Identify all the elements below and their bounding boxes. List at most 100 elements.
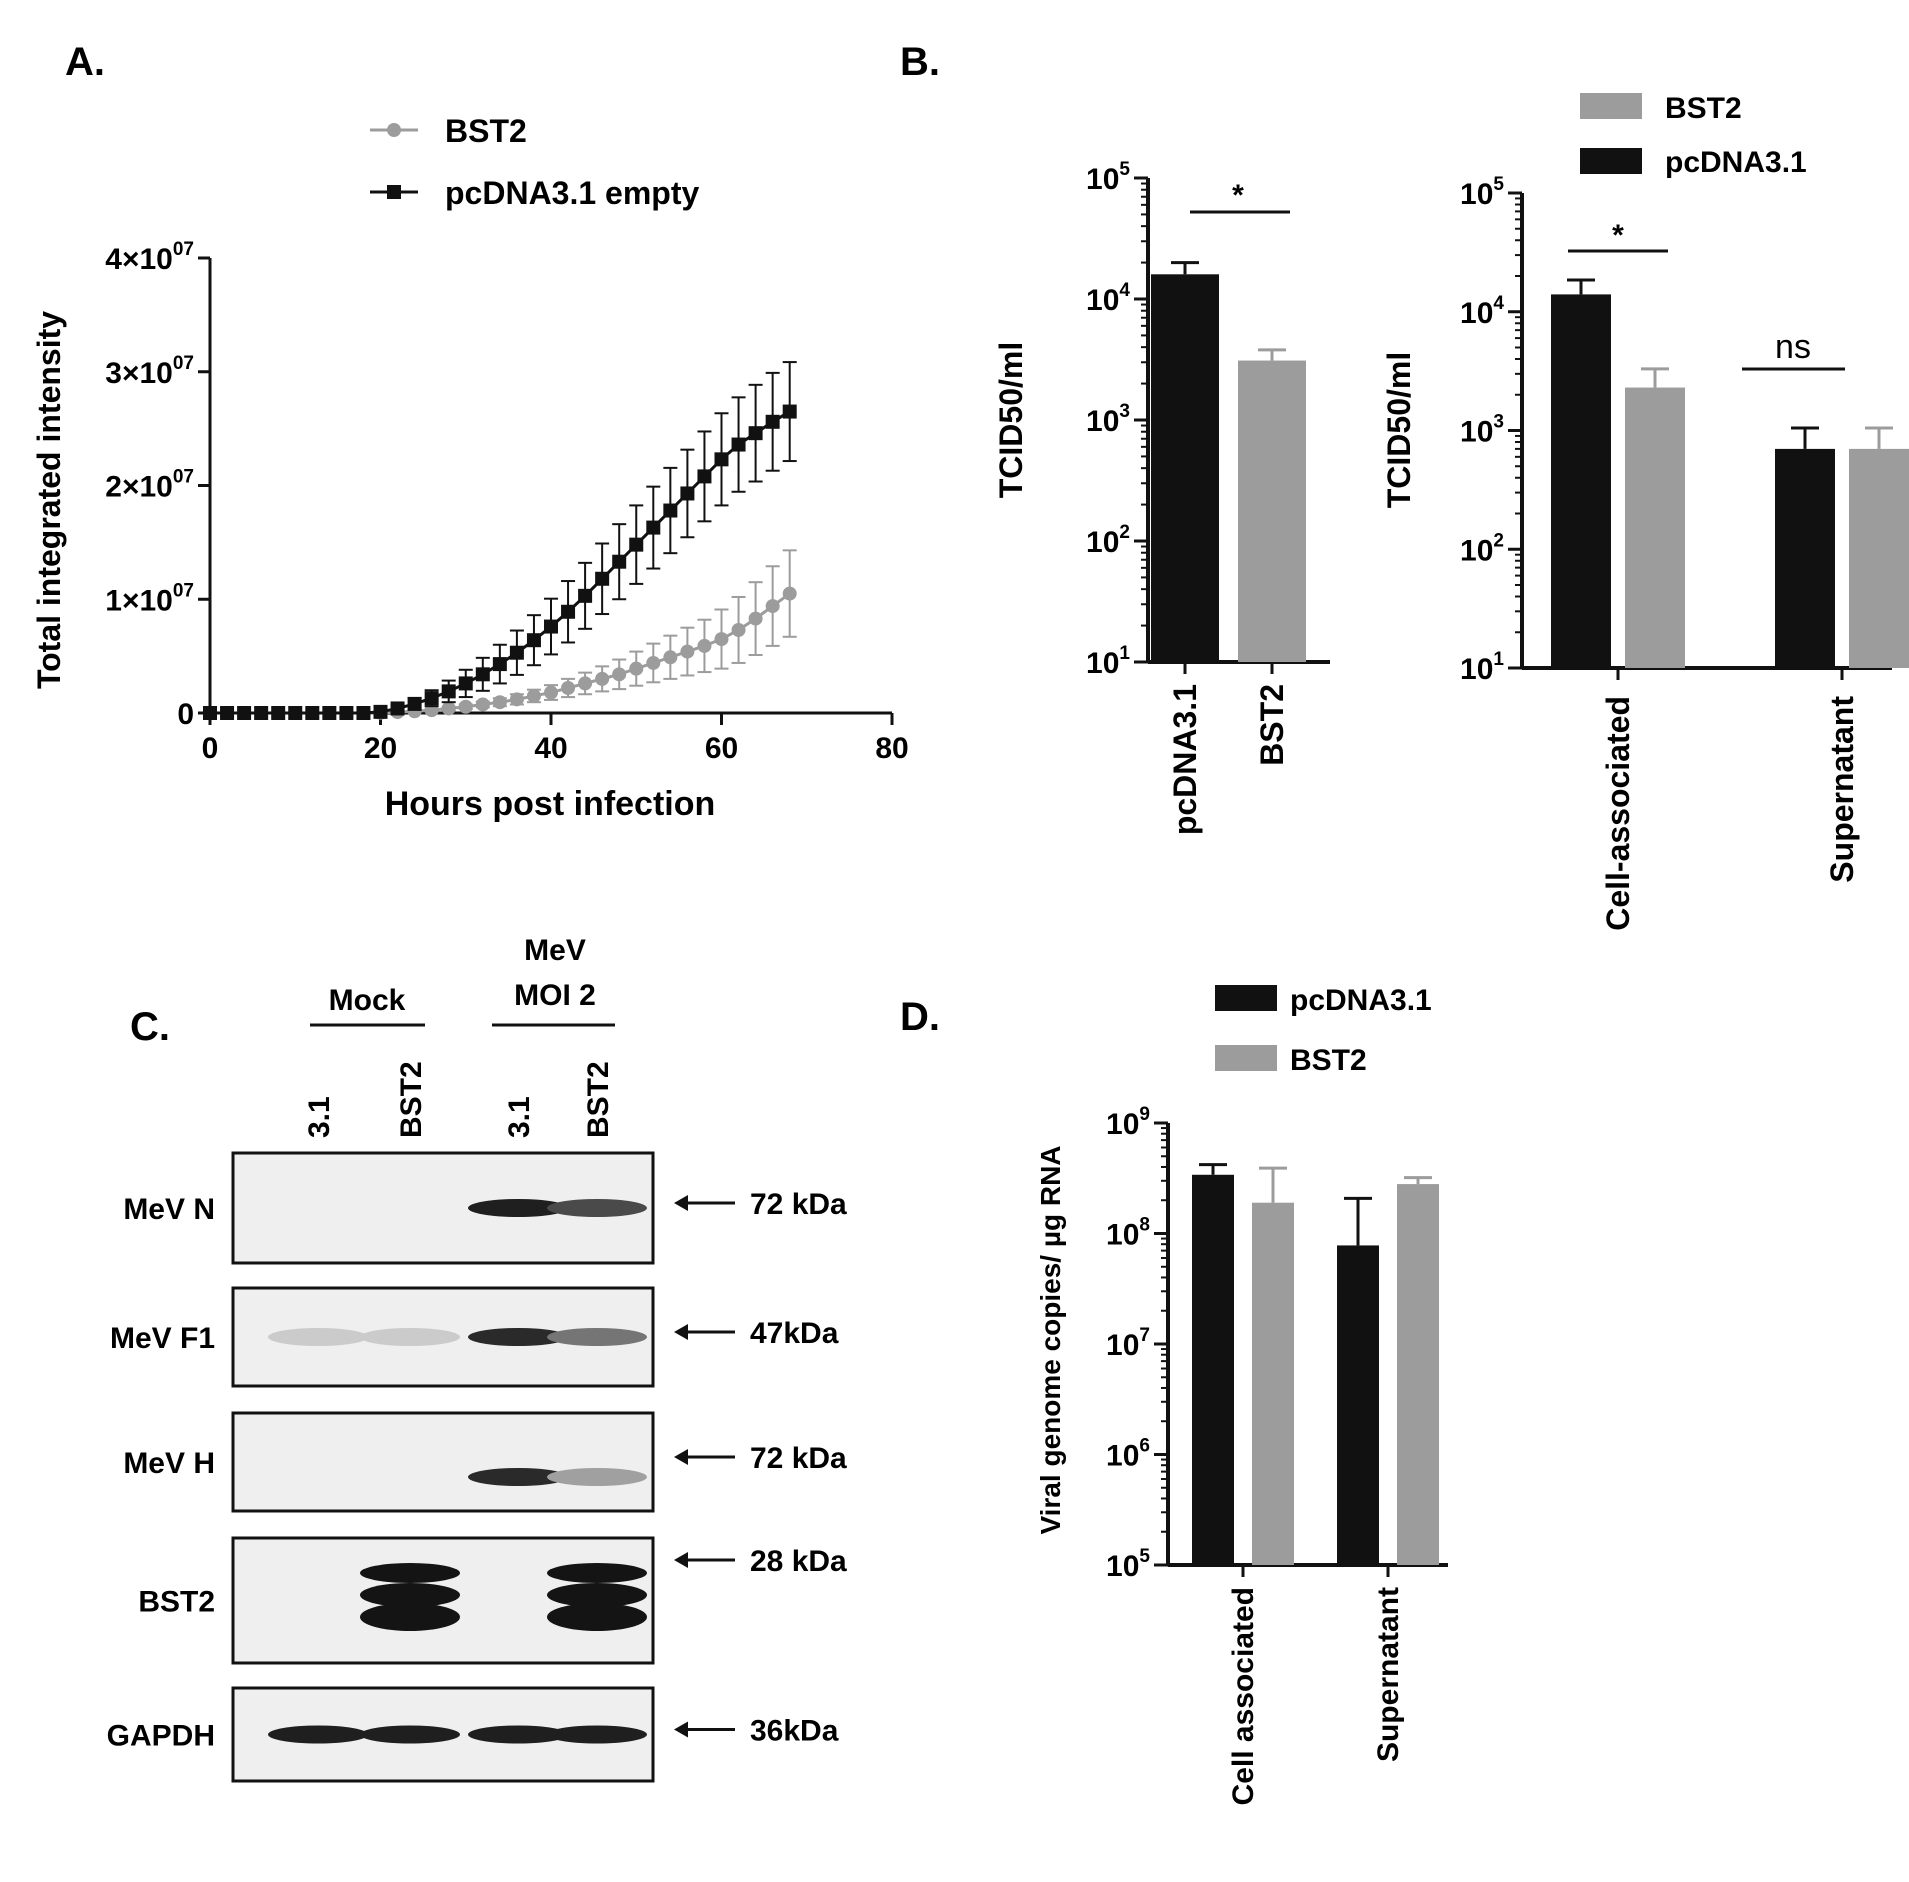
- y-tick-label: 105: [1106, 1546, 1150, 1583]
- data-point: [595, 571, 610, 586]
- size-arrow-head: [674, 1324, 688, 1340]
- panel-c-western-blot: Mock MeV MOI 2 3.1 BST2 3.1 BST2 MeV N 72 kD…: [107, 934, 847, 1783]
- legend-marker-bst2: [387, 123, 401, 137]
- panel-label-c: C.: [130, 1005, 170, 1049]
- protein-band: [360, 1603, 460, 1631]
- y-tick-label-a-mantissa: 3×10: [105, 357, 173, 390]
- data-point: [407, 696, 422, 711]
- data-point: [595, 671, 610, 686]
- data-point: [424, 691, 439, 706]
- bar: [1192, 1174, 1234, 1565]
- y-tick-label-exponent: 1: [1493, 649, 1504, 670]
- data-point: [475, 667, 490, 682]
- blot-strip: [231, 1411, 655, 1513]
- legend-label-bst2-d: BST2: [1290, 1044, 1367, 1077]
- y-axis-label-b-right: TCID50/ml: [1381, 352, 1417, 508]
- data-point: [220, 706, 235, 720]
- x-category-label: Cell-associated: [1600, 696, 1636, 931]
- panel-label-d: D.: [900, 995, 940, 1039]
- y-tick-label-a-exponent: 07: [173, 353, 194, 374]
- y-tick-label-exponent: 5: [1139, 1546, 1150, 1567]
- y-tick-label-mantissa: 10: [1460, 534, 1493, 567]
- data-point: [441, 701, 456, 716]
- y-tick-label-mantissa: 10: [1460, 178, 1493, 211]
- y-axis-label-b-left: TCID50/ml: [993, 342, 1029, 498]
- blot-protein-label: MeV F1: [110, 1322, 215, 1355]
- bar: [1551, 294, 1611, 668]
- data-point: [441, 684, 456, 699]
- y-tick-label-a-mantissa: 1×10: [105, 584, 173, 617]
- significance-label: *: [1232, 179, 1244, 212]
- protein-band: [547, 1725, 647, 1744]
- plot-area-d: [1192, 1163, 1439, 1565]
- y-tick-label-exponent: 6: [1139, 1436, 1150, 1457]
- y-tick-label-mantissa: 10: [1086, 526, 1119, 559]
- y-tick-label-a-exponent: 07: [173, 580, 194, 601]
- y-tick-label: 105: [1460, 174, 1504, 211]
- plot-area-a: [203, 361, 797, 720]
- y-tick-label: 103: [1086, 401, 1130, 438]
- y-tick-label-a-exponent: 07: [173, 239, 194, 260]
- data-point: [748, 611, 763, 626]
- legend-label-pcdna-d: pcDNA3.1: [1290, 984, 1432, 1017]
- molecular-weight-label: 28 kDa: [750, 1545, 847, 1578]
- x-tick-label-a: 80: [875, 732, 908, 765]
- data-point: [475, 697, 490, 712]
- data-point: [765, 599, 780, 614]
- data-point: [305, 706, 320, 720]
- plot-area-b-left: *: [1151, 179, 1306, 662]
- y-tick-label: 101: [1460, 649, 1504, 686]
- protein-band: [360, 1328, 460, 1346]
- data-point: [288, 706, 303, 720]
- y-tick-label-exponent: 4: [1119, 280, 1130, 301]
- data-point: [492, 657, 507, 672]
- data-point: [509, 645, 524, 660]
- protein-band: [360, 1725, 460, 1744]
- panel-label-b: B.: [900, 40, 940, 84]
- plot-area-b-right: * ns: [1551, 219, 1909, 668]
- y-tick-label: 102: [1086, 522, 1130, 559]
- data-point: [646, 520, 661, 535]
- blot-protein-label: GAPDH: [107, 1720, 215, 1753]
- group-label-mock: Mock: [329, 984, 406, 1017]
- legend-label-pcdna: pcDNA3.1 empty: [445, 175, 700, 211]
- size-arrow-head: [674, 1721, 688, 1738]
- group-label-mev: MeV: [524, 934, 586, 967]
- y-tick-label-a: 4×1007: [105, 239, 194, 276]
- legend-swatch-pcdna-b: [1580, 148, 1642, 174]
- size-arrow-head: [674, 1449, 688, 1465]
- legend-swatch-pcdna-d: [1215, 985, 1277, 1011]
- group-label-moi: MOI 2: [514, 979, 596, 1012]
- lane-label: 3.1: [303, 1096, 336, 1138]
- bar: [1252, 1202, 1294, 1565]
- legend-a: BST2 pcDNA3.1 empty: [370, 113, 700, 211]
- data-point: [578, 588, 593, 603]
- data-point: [561, 604, 576, 619]
- x-tick-label-a: 60: [705, 732, 738, 765]
- y-tick-label-mantissa: 10: [1460, 416, 1493, 449]
- data-point: [492, 695, 507, 710]
- protein-band: [547, 1603, 647, 1631]
- data-point: [356, 706, 371, 720]
- y-tick-label-exponent: 4: [1493, 293, 1504, 314]
- significance-label: ns: [1775, 328, 1811, 366]
- data-point: [697, 469, 712, 484]
- protein-band: [268, 1725, 368, 1744]
- x-tick-label-a: 40: [534, 732, 567, 765]
- data-point: [714, 452, 729, 467]
- molecular-weight-label: 36kDa: [750, 1715, 839, 1748]
- y-tick-label: 101: [1086, 643, 1130, 680]
- legend-swatch-bst2-b: [1580, 93, 1642, 119]
- protein-band: [547, 1199, 647, 1217]
- data-point: [646, 655, 661, 670]
- bar: [1151, 274, 1219, 662]
- protein-band: [268, 1328, 368, 1346]
- legend-label-pcdna-b: pcDNA3.1: [1665, 146, 1807, 179]
- y-tick-label-a-exponent: 07: [173, 467, 194, 488]
- legend-label-bst2-b: BST2: [1665, 92, 1742, 125]
- y-tick-label-exponent: 5: [1493, 174, 1504, 195]
- legend-swatch-bst2-d: [1215, 1045, 1277, 1071]
- y-tick-label-exponent: 2: [1119, 522, 1130, 543]
- protein-band: [468, 1725, 568, 1744]
